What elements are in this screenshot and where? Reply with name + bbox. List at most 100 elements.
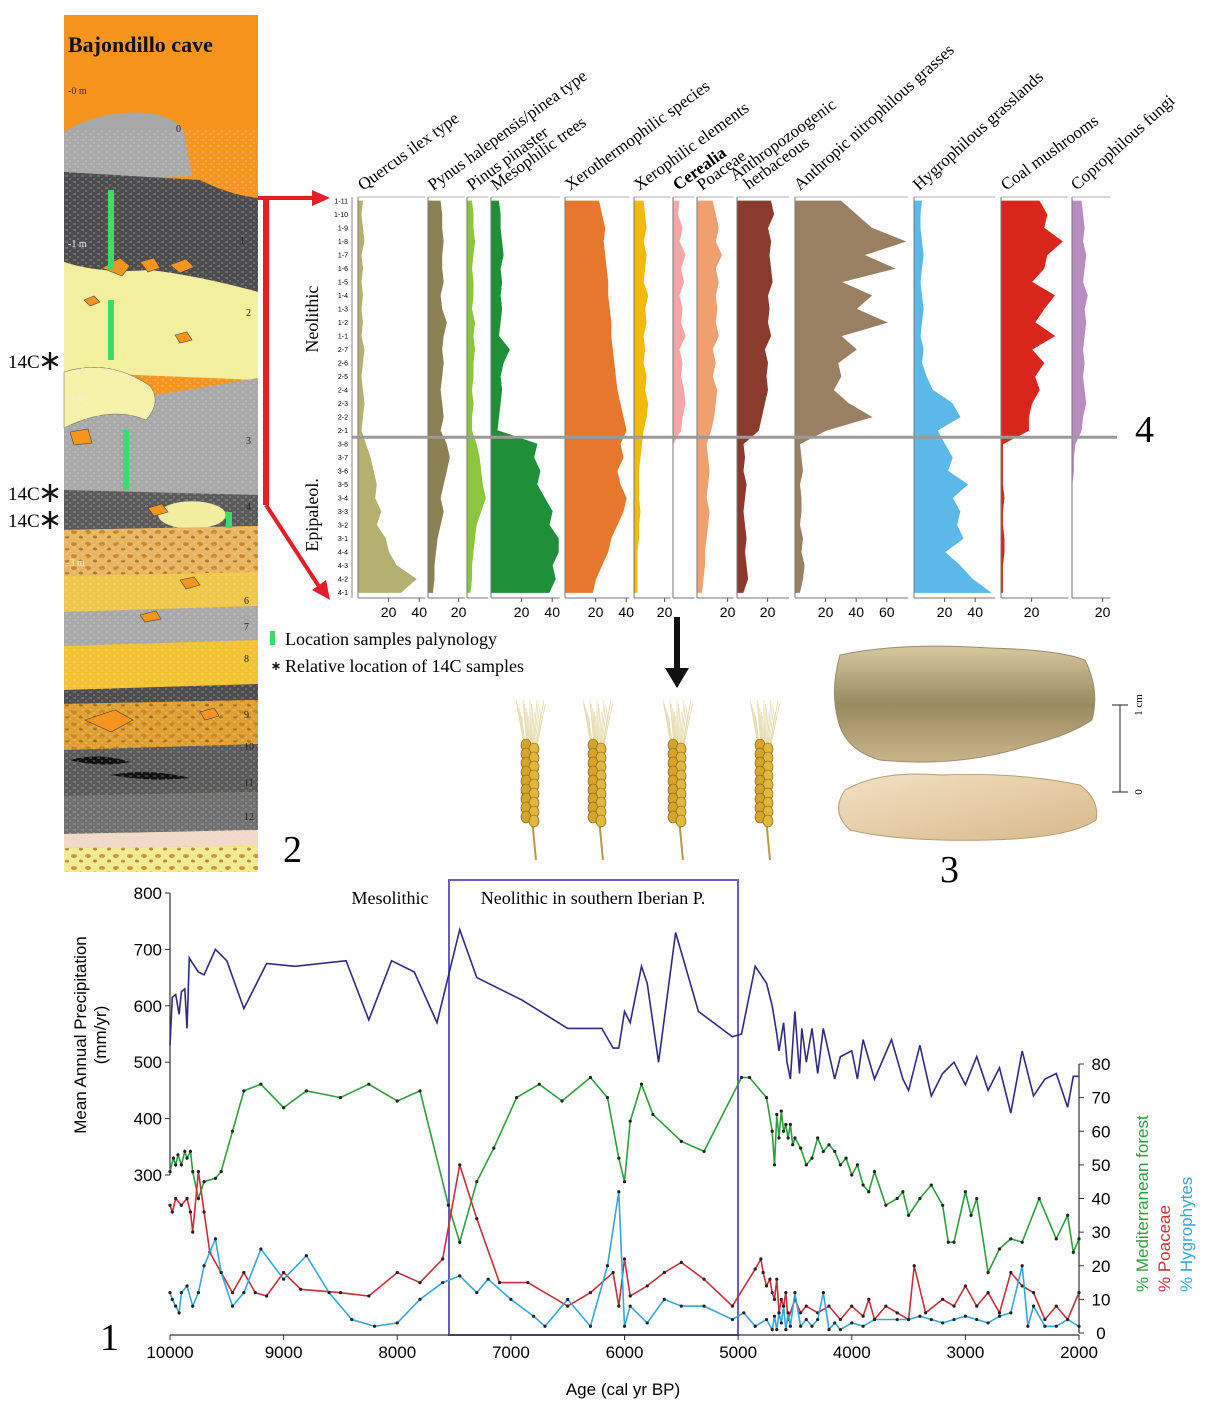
data-point bbox=[396, 1321, 399, 1324]
data-point bbox=[231, 1305, 234, 1308]
data-point bbox=[220, 1271, 223, 1274]
data-point bbox=[646, 1284, 649, 1287]
data-point bbox=[768, 1278, 771, 1281]
flint bbox=[839, 774, 1097, 840]
data-point bbox=[765, 1096, 768, 1099]
data-point bbox=[538, 1083, 541, 1086]
data-point bbox=[475, 1180, 478, 1183]
data-point bbox=[589, 1076, 592, 1079]
palynology-sample bbox=[226, 512, 232, 528]
data-point bbox=[418, 1298, 421, 1301]
data-point bbox=[515, 1096, 518, 1099]
sample-label: 3-5 bbox=[338, 482, 348, 489]
data-point bbox=[780, 1321, 783, 1324]
data-point bbox=[816, 1136, 819, 1139]
depth-label: -2 m bbox=[66, 394, 85, 405]
data-point bbox=[1055, 1325, 1058, 1328]
y2-axis-title: % Hygrophytes bbox=[1177, 1177, 1196, 1292]
data-point bbox=[1032, 1305, 1035, 1308]
sample-label: 4-4 bbox=[338, 550, 348, 557]
x-tick-label: 20 bbox=[720, 604, 736, 620]
data-point bbox=[784, 1291, 787, 1294]
data-point bbox=[492, 1146, 495, 1149]
y-axis-title-line: Mean Annual Precipitation bbox=[71, 936, 90, 1134]
data-point bbox=[862, 1183, 865, 1186]
y2-tick-label: 70 bbox=[1092, 1089, 1111, 1108]
pollen-curve bbox=[697, 201, 722, 593]
data-point bbox=[941, 1204, 944, 1207]
y-tick-label: 400 bbox=[134, 1110, 162, 1129]
sample-label: 3-8 bbox=[338, 442, 348, 449]
data-point bbox=[305, 1254, 308, 1257]
layer-label: 8 bbox=[244, 654, 249, 665]
data-point bbox=[168, 1170, 171, 1173]
data-point bbox=[202, 1210, 205, 1213]
data-point bbox=[231, 1291, 234, 1294]
data-point bbox=[180, 1291, 183, 1294]
pollen-curve bbox=[914, 201, 991, 593]
data-point bbox=[907, 1214, 910, 1217]
data-point bbox=[789, 1325, 792, 1328]
sample-label: 1-11 bbox=[335, 199, 349, 206]
data-point bbox=[1038, 1197, 1041, 1200]
data-point bbox=[839, 1318, 842, 1321]
data-point bbox=[259, 1083, 262, 1086]
data-point bbox=[896, 1318, 899, 1321]
sample-label: 2-6 bbox=[338, 361, 348, 368]
data-point bbox=[663, 1298, 666, 1301]
data-point bbox=[1077, 1291, 1080, 1294]
data-point bbox=[975, 1197, 978, 1200]
layer-label: 6 bbox=[244, 596, 249, 607]
data-point bbox=[884, 1204, 887, 1207]
data-point bbox=[784, 1328, 787, 1331]
sample-label: 2-3 bbox=[338, 401, 348, 408]
wheat-ear bbox=[583, 700, 612, 860]
data-point bbox=[623, 1325, 626, 1328]
data-point bbox=[176, 1153, 179, 1156]
stratigraphy: Bajondillo cave bbox=[64, 15, 258, 872]
data-point bbox=[782, 1305, 785, 1308]
data-point bbox=[566, 1305, 569, 1308]
data-point bbox=[773, 1163, 776, 1166]
pollen-curve bbox=[1001, 201, 1062, 593]
data-point bbox=[367, 1294, 370, 1297]
data-point bbox=[759, 1257, 762, 1260]
data-point bbox=[663, 1271, 666, 1274]
data-point bbox=[185, 1284, 188, 1287]
data-point bbox=[629, 1294, 632, 1297]
data-point bbox=[171, 1210, 174, 1213]
pollen-curve bbox=[491, 201, 558, 593]
data-point bbox=[180, 1163, 183, 1166]
series-line bbox=[170, 930, 1079, 1113]
sample-label: 2-7 bbox=[338, 347, 348, 354]
pollen-curve bbox=[565, 201, 626, 593]
data-point bbox=[952, 1318, 955, 1321]
data-point bbox=[180, 1204, 183, 1207]
data-point bbox=[930, 1318, 933, 1321]
data-point bbox=[952, 1305, 955, 1308]
data-point bbox=[787, 1136, 790, 1139]
data-point bbox=[740, 1076, 743, 1079]
data-point bbox=[191, 1305, 194, 1308]
pollen-curve bbox=[428, 201, 449, 593]
legend-label: Relative location of 14C samples bbox=[285, 656, 524, 676]
data-point bbox=[680, 1305, 683, 1308]
layer-label: 7 bbox=[244, 622, 249, 633]
arrowhead bbox=[665, 668, 689, 688]
sample-label: 4-2 bbox=[338, 577, 348, 584]
data-point bbox=[566, 1298, 569, 1301]
data-point bbox=[867, 1190, 870, 1193]
data-point bbox=[839, 1328, 842, 1331]
data-point bbox=[589, 1325, 592, 1328]
data-point bbox=[174, 1163, 177, 1166]
data-point bbox=[1066, 1318, 1069, 1321]
data-point bbox=[947, 1241, 950, 1244]
layer-texture bbox=[64, 130, 258, 872]
x-tick-label: 60 bbox=[879, 604, 895, 620]
wheat-ear bbox=[663, 700, 692, 860]
data-point bbox=[810, 1325, 813, 1328]
sample-label: 1-6 bbox=[338, 266, 348, 273]
data-point bbox=[242, 1271, 245, 1274]
data-point bbox=[987, 1271, 990, 1274]
data-point bbox=[197, 1170, 200, 1173]
